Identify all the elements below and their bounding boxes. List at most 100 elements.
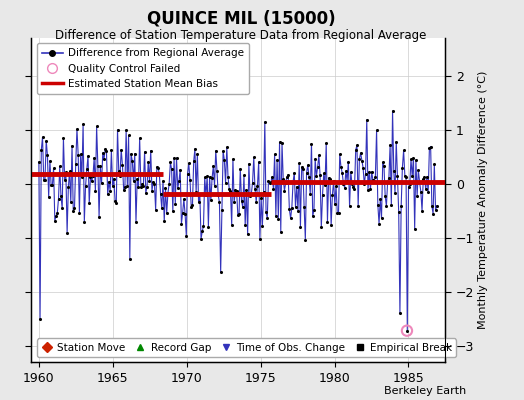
Point — [176, 167, 184, 173]
Point — [311, 156, 319, 162]
Point — [323, 219, 332, 225]
Point — [359, 164, 367, 171]
Point — [247, 191, 256, 197]
Point — [289, 179, 297, 186]
Point — [236, 166, 245, 172]
Point — [92, 123, 101, 130]
Point — [397, 203, 406, 210]
Point — [137, 184, 145, 190]
Point — [128, 158, 136, 164]
Point — [48, 182, 57, 188]
Point — [35, 159, 43, 165]
Point — [376, 196, 385, 202]
Point — [389, 168, 398, 174]
Point — [42, 138, 50, 144]
Point — [116, 173, 124, 179]
Point — [41, 176, 49, 183]
Point — [271, 213, 280, 220]
Point — [39, 176, 48, 183]
Point — [54, 196, 63, 202]
Point — [104, 191, 112, 198]
Point — [281, 179, 290, 186]
Point — [258, 223, 267, 230]
Point — [160, 218, 168, 225]
Point — [384, 178, 392, 185]
Point — [249, 154, 258, 160]
Point — [419, 176, 428, 183]
Point — [275, 139, 283, 145]
Point — [401, 172, 409, 179]
Point — [180, 196, 188, 202]
Point — [339, 180, 347, 187]
Point — [64, 184, 72, 190]
Point — [381, 193, 389, 200]
Point — [342, 168, 350, 174]
Point — [290, 169, 299, 176]
Point — [257, 195, 265, 201]
Point — [144, 158, 152, 165]
Point — [252, 199, 260, 205]
Point — [49, 165, 58, 172]
Point — [307, 140, 315, 147]
Point — [295, 160, 303, 166]
Point — [259, 188, 268, 195]
Point — [151, 206, 160, 213]
Point — [138, 181, 146, 187]
Point — [184, 160, 193, 166]
Point — [150, 180, 159, 187]
Point — [214, 192, 222, 198]
Point — [60, 176, 69, 183]
Point — [264, 178, 272, 184]
Point — [68, 142, 76, 149]
Point — [262, 209, 270, 216]
Point — [141, 190, 150, 196]
Point — [170, 155, 178, 161]
Point — [113, 126, 122, 133]
Point — [255, 159, 263, 165]
Point — [328, 192, 336, 199]
Point — [349, 184, 357, 190]
Point — [149, 179, 157, 185]
Point — [102, 148, 111, 155]
Point — [187, 204, 195, 210]
Point — [209, 163, 217, 170]
Point — [302, 170, 311, 176]
Point — [298, 164, 306, 170]
Point — [62, 169, 70, 176]
Point — [388, 108, 397, 114]
Point — [310, 207, 318, 214]
Point — [241, 222, 249, 228]
Point — [66, 168, 74, 174]
Point — [385, 175, 393, 182]
Point — [407, 156, 415, 162]
Point — [217, 206, 226, 213]
Point — [386, 142, 394, 148]
Point — [215, 199, 224, 206]
Point — [188, 202, 196, 208]
Point — [227, 222, 236, 228]
Point — [221, 180, 230, 186]
Point — [360, 181, 368, 187]
Point — [413, 193, 421, 199]
Point — [234, 212, 242, 218]
Point — [277, 228, 285, 235]
Point — [274, 216, 282, 222]
Point — [206, 197, 215, 204]
Point — [237, 197, 246, 204]
Point — [363, 117, 371, 123]
Point — [226, 188, 235, 194]
Point — [333, 210, 342, 216]
Point — [380, 162, 388, 169]
Point — [353, 142, 361, 148]
Point — [223, 144, 231, 150]
Point — [409, 154, 418, 161]
Point — [199, 223, 208, 229]
Point — [101, 146, 110, 152]
Point — [122, 127, 130, 133]
Point — [365, 168, 374, 175]
Point — [86, 174, 95, 180]
Point — [162, 210, 171, 216]
Point — [83, 166, 91, 172]
Point — [244, 231, 252, 237]
Point — [396, 310, 404, 317]
